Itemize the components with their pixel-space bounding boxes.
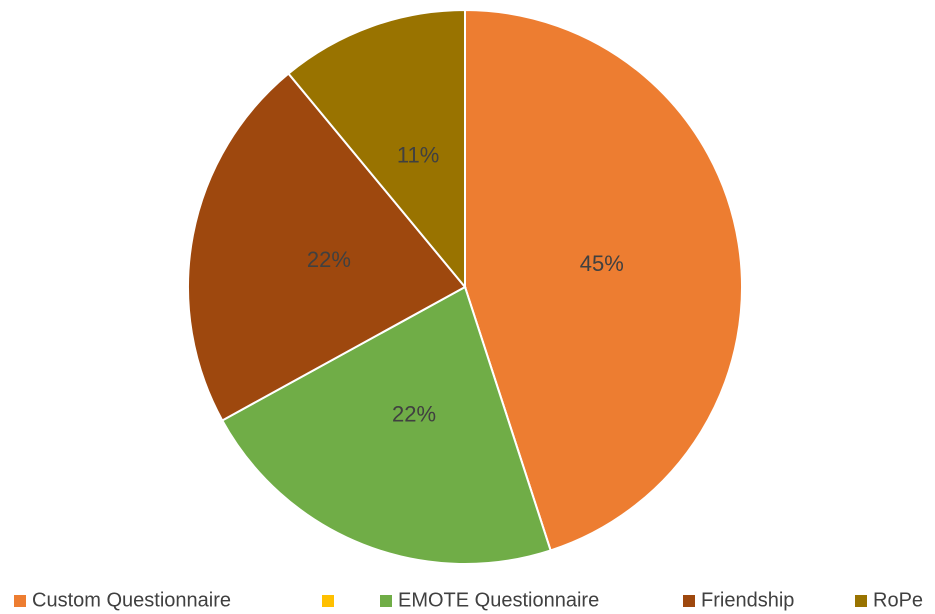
legend-text: Custom Questionnaire (32, 589, 231, 611)
pie-slice (287, 8, 466, 290)
slice-label: 22% (392, 402, 436, 427)
legend-swatch (683, 595, 695, 607)
legend-swatch (855, 595, 867, 607)
pie-slice (464, 8, 743, 552)
slice-label: 22% (307, 247, 351, 272)
pie-slice (220, 285, 552, 565)
legend-swatch (380, 595, 392, 607)
slice-label: 45% (580, 251, 624, 276)
legend-text: Friendship (701, 589, 794, 611)
legend-text: RoPe (873, 589, 923, 611)
pie-slice (187, 72, 467, 422)
legend-swatch (14, 595, 26, 607)
legend-text: EMOTE Questionnaire (398, 589, 599, 611)
slice-label: 11% (397, 143, 439, 168)
legend-swatch (322, 595, 334, 607)
